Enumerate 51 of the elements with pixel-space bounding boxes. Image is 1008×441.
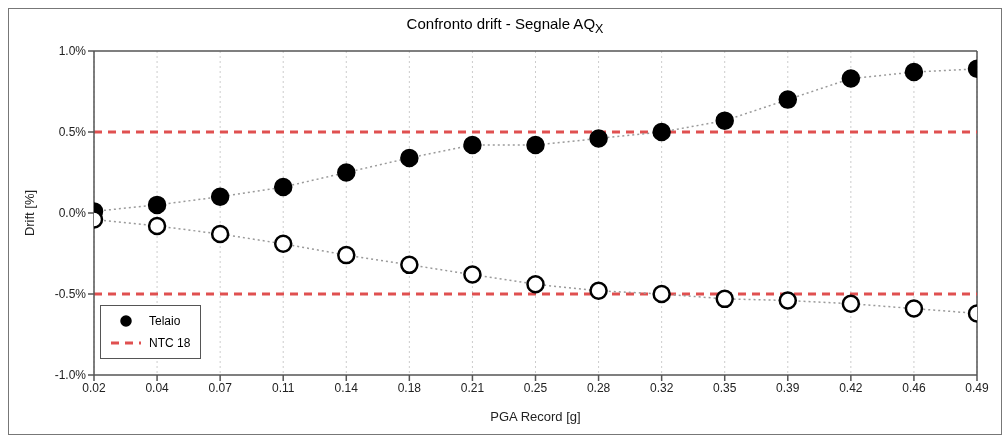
point — [526, 275, 545, 294]
point — [210, 224, 230, 244]
point — [526, 135, 545, 155]
x-tick-label: 0.07 — [208, 380, 233, 395]
x-tick-label: 0.49 — [965, 380, 989, 395]
point — [273, 234, 293, 254]
point — [841, 69, 861, 88]
point — [337, 245, 356, 265]
x-tick-label: 0.42 — [839, 380, 863, 395]
legend-label: NTC 18 — [149, 336, 191, 350]
point — [715, 111, 734, 130]
point — [210, 187, 230, 207]
point — [904, 299, 924, 318]
y-tick-label: 0.0% — [58, 206, 87, 221]
point — [778, 90, 798, 109]
point — [715, 289, 734, 309]
x-tick-label: 0.02 — [82, 380, 106, 395]
point — [400, 148, 419, 168]
x-tick-label: 0.32 — [649, 380, 674, 395]
point — [589, 129, 608, 148]
x-tick-label: 0.04 — [145, 380, 170, 395]
point — [778, 291, 798, 310]
point — [652, 284, 671, 304]
point — [337, 163, 356, 182]
x-tick-label: 0.39 — [776, 380, 800, 395]
legend-label: Telaio — [149, 314, 181, 328]
x-tick-label: 0.46 — [902, 380, 926, 395]
y-axis-title: Drift [%] — [21, 189, 37, 237]
point — [841, 294, 861, 313]
y-tick-label: 1.0% — [58, 44, 87, 59]
point — [904, 62, 924, 82]
x-tick-label: 0.11 — [271, 380, 295, 395]
point — [400, 255, 419, 275]
point — [273, 177, 293, 197]
x-tick-label: 0.35 — [713, 380, 737, 395]
x-tick-label: 0.25 — [523, 380, 548, 395]
point — [147, 216, 167, 236]
y-tick-label: -0.5% — [54, 287, 87, 302]
x-axis-title: PGA Record [g] — [490, 409, 581, 424]
point — [463, 135, 482, 155]
x-tick-label: 0.28 — [586, 380, 611, 395]
point — [652, 122, 671, 142]
point — [147, 195, 167, 215]
y-tick-label: -1.0% — [54, 368, 87, 383]
y-tick-label: 0.5% — [58, 125, 87, 140]
x-tick-label: 0.21 — [460, 380, 485, 395]
chart-title: Confronto drift - Segnale AQ$_{X}$ — [405, 14, 605, 38]
x-tick-label: 0.14 — [334, 380, 359, 395]
point — [463, 265, 482, 284]
x-tick-label: 0.18 — [397, 380, 422, 395]
point — [589, 281, 608, 301]
